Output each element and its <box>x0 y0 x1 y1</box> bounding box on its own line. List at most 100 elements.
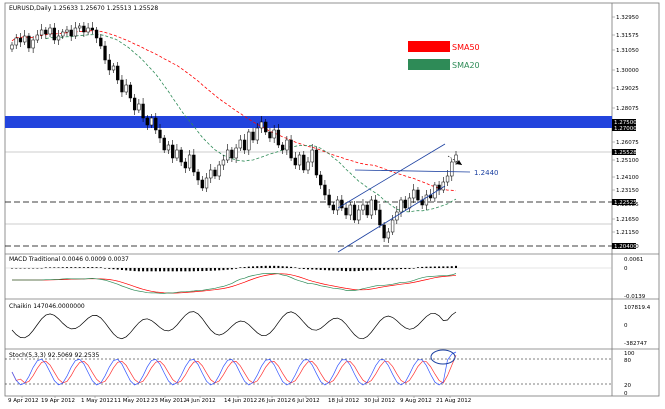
macd-bar <box>65 267 68 268</box>
stoch-highlight-circle <box>430 349 456 365</box>
macd-bar <box>264 265 267 268</box>
candle-body <box>348 204 352 216</box>
candle-body <box>120 79 124 93</box>
macd-bar <box>205 268 208 271</box>
candle-body <box>416 189 420 201</box>
low-tag <box>612 243 636 249</box>
candle-body <box>264 121 268 133</box>
macd-bar <box>425 266 428 268</box>
time-axis-label: 19 Apr 2012 <box>41 398 75 404</box>
macd-bar <box>345 268 348 272</box>
candle-body <box>107 59 111 71</box>
sma50-legend-swatch <box>408 41 450 52</box>
support-tag-label: 1.22525 <box>614 200 637 206</box>
macd-bar <box>366 268 369 271</box>
macd-bar <box>188 268 191 272</box>
sma20-legend-swatch <box>408 59 450 70</box>
macd-bar <box>120 268 123 271</box>
macd-bar <box>400 268 403 270</box>
stoch-label-80: 80 <box>624 358 631 364</box>
macd-bar <box>159 268 161 272</box>
macd-bar <box>285 266 288 268</box>
candle-body <box>217 164 221 177</box>
candle-body <box>280 144 285 151</box>
macd-bar <box>370 268 373 271</box>
macd-bar <box>150 268 153 272</box>
macd-bar <box>32 268 35 269</box>
candle-body <box>323 184 327 196</box>
candle-body <box>403 199 407 209</box>
candle-body <box>94 29 99 39</box>
candle-body <box>454 154 458 163</box>
macd-bar <box>213 268 216 271</box>
macd-bar <box>184 268 187 272</box>
candle-body <box>374 199 378 211</box>
macd-bar <box>361 268 364 271</box>
candle-body <box>23 35 27 43</box>
macd-bar <box>74 267 77 268</box>
price-axis-label: 1.32950 <box>616 15 639 21</box>
candle-body <box>221 159 226 166</box>
candle-body <box>407 197 412 209</box>
macd-bar <box>442 266 445 268</box>
candle-body <box>56 35 61 41</box>
candle-body <box>386 231 390 239</box>
macd-bar <box>235 268 238 269</box>
projection-arrowhead <box>456 160 462 165</box>
time-axis-label: 9 Aug 2012 <box>400 398 432 404</box>
macd-bar <box>433 266 436 268</box>
candle-body <box>289 139 293 159</box>
chaikin-label-zero: 0 <box>624 323 628 329</box>
macd-bar <box>328 268 331 271</box>
macd-bar <box>218 268 221 271</box>
candle-body <box>69 29 73 37</box>
candle-body <box>128 84 133 99</box>
chart-border <box>4 2 660 397</box>
candle-body <box>166 144 171 151</box>
candle-body <box>390 219 395 233</box>
macd-bar <box>438 266 441 268</box>
price-axis-label: 1.29025 <box>616 86 639 92</box>
candle-body <box>285 139 289 151</box>
chaikin-line <box>11 311 457 340</box>
candle-body <box>10 44 14 50</box>
macd-bar <box>11 268 13 269</box>
candle-body <box>399 199 403 213</box>
candle-body <box>378 209 382 226</box>
sma50-legend-label: SMA50 <box>452 43 480 52</box>
candle-body <box>259 121 264 129</box>
macd-bar <box>294 267 297 268</box>
lower-zone-tag <box>612 125 636 131</box>
macd-bar <box>252 266 255 268</box>
macd-bar <box>125 268 128 271</box>
macd-bar <box>19 268 22 269</box>
macd-bar <box>78 267 81 268</box>
macd-bar <box>340 268 343 271</box>
macd-bar <box>450 266 453 268</box>
macd-bar <box>61 267 64 268</box>
price-axis-label: 1.30000 <box>616 68 639 74</box>
candle-body <box>65 29 69 33</box>
candle-body <box>192 154 196 173</box>
candle-body <box>183 161 188 169</box>
time-axis-label: 1 May 2012 <box>81 398 113 404</box>
macd-bar <box>104 268 107 269</box>
price-axis-label: 1.31050 <box>616 48 639 54</box>
macd-bar <box>260 265 263 268</box>
price-axis-label: 1.23150 <box>616 188 639 194</box>
candle-body <box>209 169 213 179</box>
sma50-line <box>11 30 457 192</box>
candle-body <box>226 149 230 161</box>
candle-body <box>14 37 18 46</box>
macd-bar <box>374 268 377 270</box>
annotation-label: 1.2440 <box>474 169 499 177</box>
macd-bar <box>247 266 250 268</box>
candle-body <box>132 97 137 111</box>
macd-bar <box>349 268 352 272</box>
macd-label-top: 0.0061 <box>624 257 643 263</box>
candle-body <box>255 127 259 141</box>
macd-bar <box>315 268 318 270</box>
macd-bar <box>307 268 309 270</box>
